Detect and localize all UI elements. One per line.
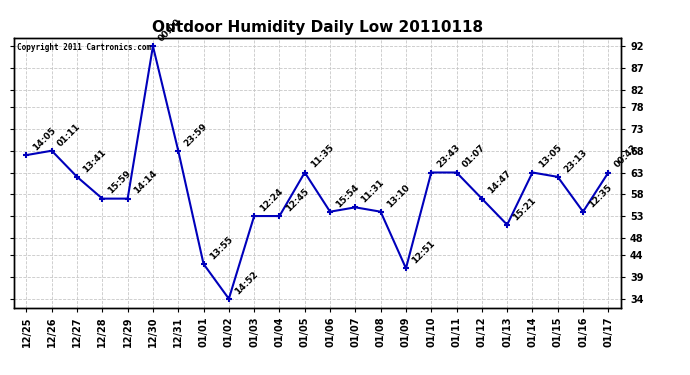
Text: 13:41: 13:41 (81, 147, 108, 174)
Text: 13:10: 13:10 (385, 182, 411, 209)
Text: 01:07: 01:07 (461, 143, 487, 170)
Text: 12:24: 12:24 (258, 187, 285, 213)
Text: 12:51: 12:51 (410, 239, 437, 266)
Text: 11:35: 11:35 (309, 143, 335, 170)
Text: 23:43: 23:43 (435, 143, 462, 170)
Text: 00:43: 00:43 (613, 143, 639, 170)
Text: Copyright 2011 Cartronics.com: Copyright 2011 Cartronics.com (17, 43, 151, 52)
Text: 12:45: 12:45 (284, 187, 310, 213)
Text: 13:55: 13:55 (208, 235, 235, 261)
Text: 01:11: 01:11 (56, 122, 82, 148)
Text: 12:35: 12:35 (587, 182, 614, 209)
Text: 00:00: 00:00 (157, 17, 184, 44)
Text: 23:13: 23:13 (562, 147, 589, 174)
Text: 14:52: 14:52 (233, 269, 259, 296)
Text: 14:14: 14:14 (132, 169, 159, 196)
Title: Outdoor Humidity Daily Low 20110118: Outdoor Humidity Daily Low 20110118 (152, 20, 483, 35)
Text: 14:47: 14:47 (486, 169, 513, 196)
Text: 23:59: 23:59 (182, 121, 209, 148)
Text: 11:31: 11:31 (359, 178, 386, 204)
Text: 14:05: 14:05 (30, 126, 57, 152)
Text: 15:21: 15:21 (511, 195, 538, 222)
Text: 15:54: 15:54 (334, 182, 361, 209)
Text: 13:05: 13:05 (537, 143, 563, 170)
Text: 15:59: 15:59 (106, 169, 133, 196)
